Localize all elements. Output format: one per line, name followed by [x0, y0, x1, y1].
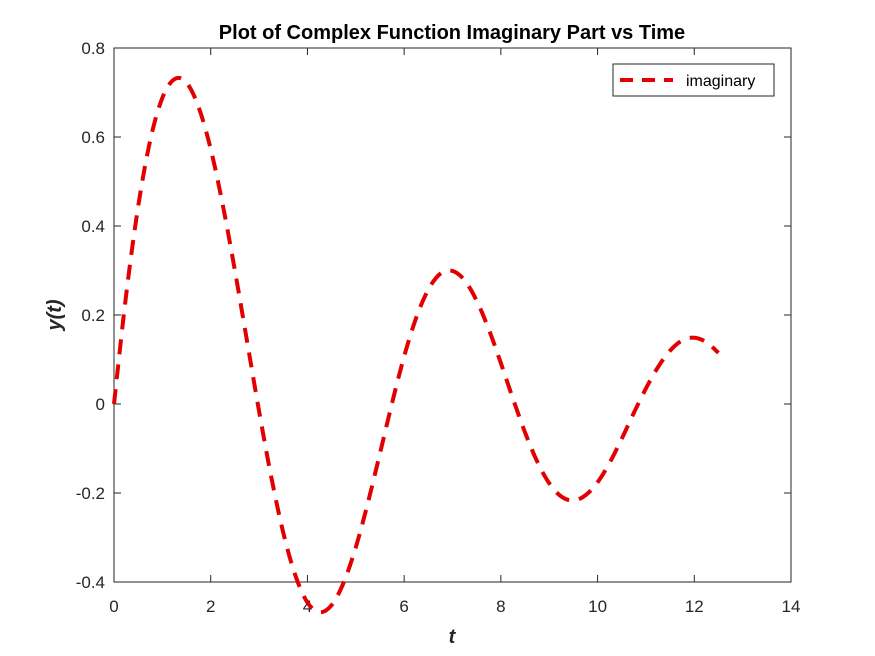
ticks [113, 47, 792, 583]
chart-title: Plot of Complex Function Imaginary Part … [219, 22, 685, 44]
x-tick-label: 6 [399, 597, 408, 616]
legend-box [612, 63, 775, 97]
x-axis-label: t [449, 626, 457, 648]
legend-label-imaginary: imaginary [686, 73, 755, 90]
x-tick-label: 8 [496, 597, 505, 616]
x-tick-label: 4 [303, 597, 312, 616]
series-line-imaginary [112, 75, 720, 615]
y-tick-label: 0.8 [81, 39, 105, 58]
y-tick-label: -0.4 [76, 573, 105, 592]
x-tick-label: 0 [109, 597, 118, 616]
x-tick-label: 10 [588, 597, 607, 616]
axes [113, 47, 792, 583]
x-tick-label: 14 [782, 597, 801, 616]
y-tick-label: 0.6 [81, 128, 105, 147]
legend: imaginary [612, 63, 775, 97]
series-layer [112, 75, 720, 615]
y-tick-label: 0.4 [81, 217, 105, 236]
tick-labels: 0 2 4 6 8 10 12 14 -0.4 -0.2 0 0.2 0.4 0.6 0.8 [76, 39, 801, 616]
x-tick-label: 12 [685, 597, 704, 616]
y-tick-label: 0.2 [81, 306, 105, 325]
y-tick-label: -0.2 [76, 484, 105, 503]
y-axis-label: y(t) [44, 299, 66, 331]
x-tick-label: 2 [206, 597, 215, 616]
plot-area-frame [113, 47, 792, 583]
y-tick-label: 0 [96, 395, 105, 414]
